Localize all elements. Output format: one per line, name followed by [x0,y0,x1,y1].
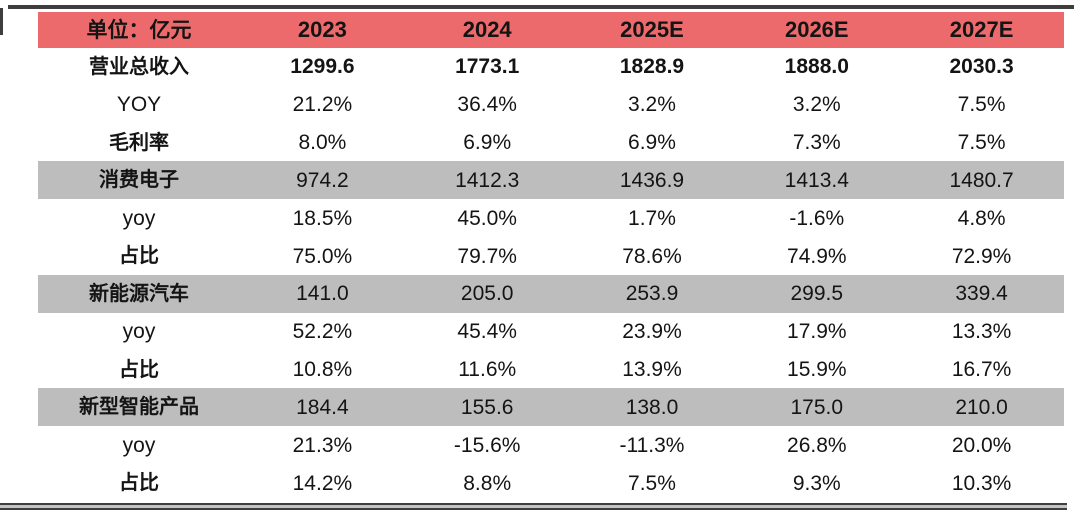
value-cell: 26.8% [787,433,847,457]
value-cell: -15.6% [453,433,521,457]
row-label-cell: 占比 [119,358,159,381]
value-cell: 3.2% [628,93,676,117]
table-row: 占比 75.0% 79.7% 78.6% 74.9% 72.9% [38,237,1064,275]
table-row: yoy 52.2% 45.4% 23.9% 17.9% 13.3% [38,313,1064,351]
value-cell: 18.5% [292,206,353,230]
year-column-header: 2023 [297,17,347,42]
value-cell: 11.6% [458,358,517,382]
value-cell: 7.5% [628,471,676,495]
value-cell: 9.3% [792,471,841,495]
table-row: 占比 14.2% 8.8% 7.5% 9.3% 10.3% [38,464,1064,502]
table-row: 营业总收入 1299.6 1773.1 1828.9 1888.0 2030.3 [38,48,1064,86]
value-cell: -1.6% [789,206,845,230]
value-cell: 52.2% [292,320,353,344]
value-cell: 20.0% [951,433,1012,457]
value-cell: 7.5% [957,131,1006,155]
value-cell: 1480.7 [949,168,1014,192]
value-cell: 974.2 [296,168,349,192]
row-label-cell: 占比 [119,472,159,495]
table-row: 新型智能产品 184.4 155.6 138.0 175.0 210.0 [38,388,1064,427]
value-cell: 21.3% [292,433,353,457]
row-label-cell: 营业总收入 [89,55,189,78]
table-header-row: 单位：亿元 2023 2024 2025E 2026E 2027E [38,12,1064,48]
value-cell: 15.9% [787,358,847,382]
value-cell: 10.8% [292,358,353,382]
row-label-cell: yoy [122,320,156,344]
value-cell: 2030.3 [949,55,1014,79]
row-label-cell: 消费电子 [99,169,179,192]
value-cell: 72.9% [951,244,1012,268]
value-cell: 13.9% [622,358,682,382]
value-cell: 1299.6 [290,55,355,79]
value-cell: 339.4 [955,282,1008,306]
value-cell: 1413.4 [784,168,849,192]
value-cell: 1828.9 [619,55,685,79]
left-edge-stub [0,8,3,35]
value-cell: 13.3% [951,320,1012,344]
bottom-rule [0,503,1067,510]
value-cell: 141.0 [296,282,349,306]
table-row: 消费电子 974.2 1412.3 1436.9 1413.4 1480.7 [38,161,1064,200]
table-row: 毛利率 8.0% 6.9% 6.9% 7.3% 7.5% [38,124,1064,162]
value-cell: 36.4% [457,93,517,117]
unit-header-cell: 单位：亿元 [86,18,192,42]
value-cell: 1.7% [628,206,676,230]
value-cell: 45.0% [457,206,517,230]
value-cell: 74.9% [787,244,847,268]
value-cell: 184.4 [296,395,349,419]
row-label-cell: yoy [122,433,156,457]
value-cell: 78.6% [622,244,682,268]
value-cell: 205.0 [460,282,514,306]
table-row: YOY 21.2% 36.4% 3.2% 3.2% 7.5% [38,86,1064,124]
row-label-cell: YOY [116,93,162,117]
value-cell: 45.4% [457,320,517,344]
row-label-cell: 新能源汽车 [89,282,189,305]
year-column-header: 2027E [949,17,1014,42]
value-cell: 1436.9 [619,168,685,192]
table-row: 占比 10.8% 11.6% 13.9% 15.9% 16.7% [38,351,1064,389]
table-row: yoy 21.3% -15.6% -11.3% 26.8% 20.0% [38,426,1064,464]
table-row: 新能源汽车 141.0 205.0 253.9 299.5 339.4 [38,274,1064,313]
value-cell: 1773.1 [455,55,520,79]
year-column-header: 2025E [620,17,684,42]
value-cell: 79.7% [457,244,517,268]
value-cell: 6.9% [463,131,512,155]
value-cell: 7.3% [792,131,841,155]
value-cell: 299.5 [790,282,844,306]
year-column-header: 2024 [462,17,512,42]
value-cell: 8.8% [463,471,512,495]
value-cell: 23.9% [622,320,682,344]
row-label-cell: 占比 [119,245,159,268]
value-cell: 16.7% [951,358,1012,382]
table-body: 营业总收入 1299.6 1773.1 1828.9 1888.0 2030.3… [38,48,1064,502]
value-cell: 175.0 [790,395,844,419]
row-label-cell: yoy [122,206,156,230]
value-cell: 21.2% [292,93,353,117]
value-cell: 3.2% [792,93,841,117]
value-cell: 4.8% [957,206,1006,230]
row-label-cell: 新型智能产品 [79,396,199,419]
year-column-header: 2026E [784,17,849,42]
value-cell: 7.5% [957,93,1006,117]
value-cell: 75.0% [292,244,353,268]
value-cell: 6.9% [628,131,676,155]
value-cell: 1888.0 [784,55,849,79]
table-row: yoy 18.5% 45.0% 1.7% -1.6% 4.8% [38,199,1064,237]
row-label-cell: 毛利率 [109,131,169,154]
value-cell: 8.0% [298,131,347,155]
value-cell: 210.0 [955,395,1008,419]
value-cell: 17.9% [787,320,847,344]
value-cell: 138.0 [625,395,679,419]
value-cell: 1412.3 [455,168,520,192]
financial-table: 单位：亿元 2023 2024 2025E 2026E 2027E 营业总收入 … [38,12,1064,502]
value-cell: 10.3% [951,471,1012,495]
value-cell: 253.9 [625,282,679,306]
top-rule [8,5,1074,9]
value-cell: 14.2% [292,471,353,495]
value-cell: 155.6 [460,395,514,419]
value-cell: -11.3% [619,433,685,457]
